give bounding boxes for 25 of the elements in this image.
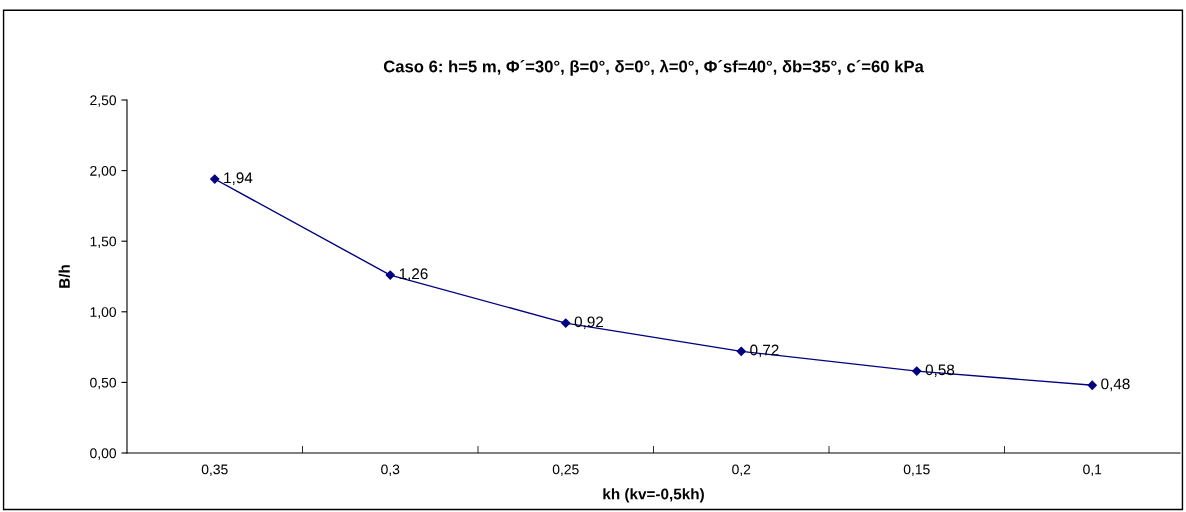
point [210,174,220,184]
data-label: 0,92 [574,316,604,329]
y-tick-label: 0,50 [90,377,117,390]
y-tick-label: 2,00 [90,165,117,178]
x-tick-label: 0,35 [201,464,228,476]
chart-title: Caso 6: h=5 m, Φ´=30°, β=0°, δ=0°, λ=0°, Φ´sf=40°, δb=35°, c´=60 kPa [383,59,924,76]
y-axis-title: B/h [58,265,71,288]
data-label: 1,94 [224,172,253,185]
x-tick-label: 0,15 [903,464,930,476]
y-tick-label: 1,50 [90,236,117,249]
y-tick-label: 2,50 [90,95,117,107]
x-tick-label: 0,3 [381,464,400,476]
point [912,366,922,376]
x-tick-label: 0,1 [1083,464,1102,476]
data-label: 1,26 [399,268,428,281]
x-axis-title: kh (kv=-0,5kh) [603,488,704,503]
data-label: 0,48 [1101,378,1130,392]
x-tick-label: 0,25 [552,464,579,476]
point [1087,380,1097,390]
point [561,318,571,328]
x-tick-label: 0,2 [732,464,751,476]
point [385,270,395,280]
y-tick-label: 1,00 [90,307,117,319]
point [736,346,746,356]
y-tick-label: 0,00 [90,448,117,460]
